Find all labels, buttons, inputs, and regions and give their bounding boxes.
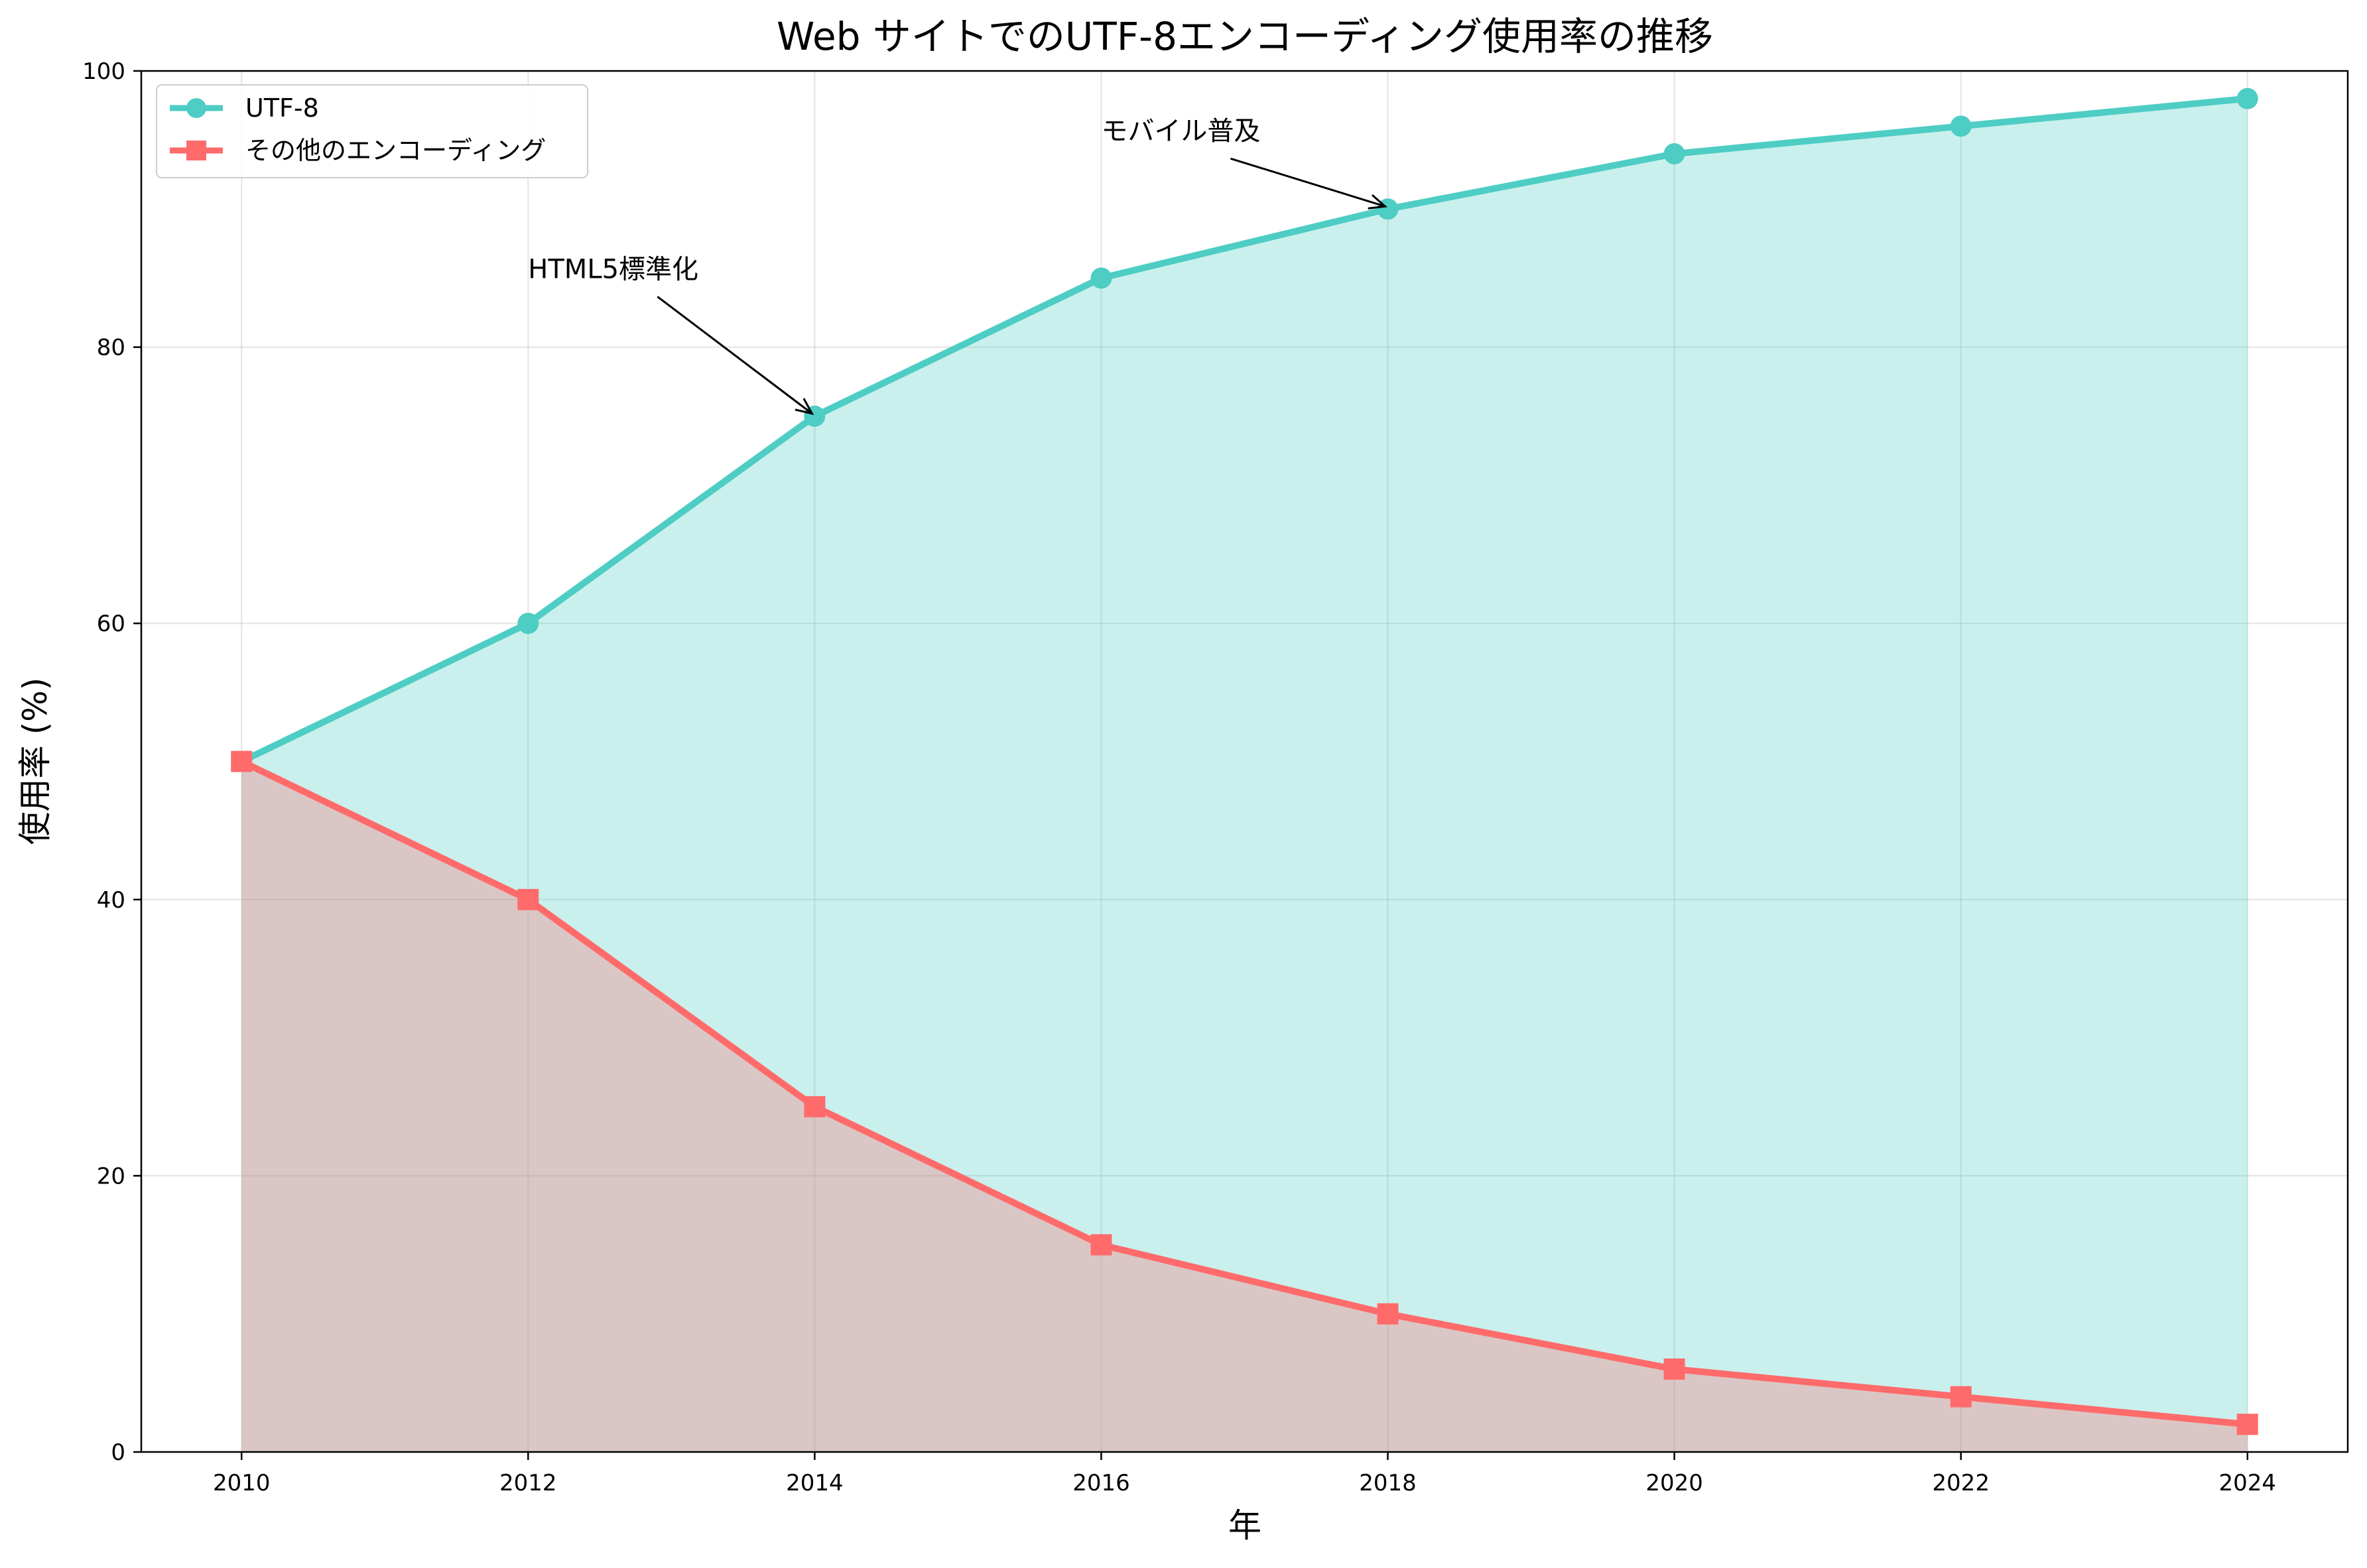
annotation-label: HTML5標準化 bbox=[528, 254, 698, 284]
x-tick-label: 2020 bbox=[1645, 1470, 1703, 1496]
legend-utf8-label: UTF-8 bbox=[245, 93, 319, 123]
area-fills bbox=[241, 98, 2248, 1452]
y-axis-label: 使用率 (%) bbox=[16, 678, 54, 845]
other-line bbox=[238, 758, 2251, 1428]
annotation-arrow-head bbox=[795, 398, 814, 415]
series-lines bbox=[238, 95, 2251, 1428]
x-tick-label: 2022 bbox=[1932, 1470, 1990, 1496]
x-tick-label: 2012 bbox=[499, 1470, 557, 1496]
annotation-arrow-line bbox=[1230, 157, 1385, 208]
annotation-label: モバイル普及 bbox=[1101, 116, 1260, 147]
utf8-line bbox=[238, 95, 2251, 765]
legend-other-label: その他のエンコーディング bbox=[245, 136, 546, 165]
other-point bbox=[517, 888, 539, 910]
other-point bbox=[231, 751, 253, 772]
other-point bbox=[2236, 1414, 2258, 1435]
legend-box bbox=[156, 84, 588, 178]
other-point bbox=[804, 1096, 826, 1118]
other-point bbox=[1377, 1303, 1399, 1325]
y-tick-label: 60 bbox=[97, 611, 125, 637]
other-point bbox=[1663, 1358, 1685, 1380]
utf8-point bbox=[517, 613, 539, 634]
y-tick-label: 0 bbox=[111, 1439, 125, 1466]
legend: UTF-8 その他のエンコーディング bbox=[156, 84, 588, 178]
y-tick-label: 80 bbox=[97, 335, 125, 361]
utf8-point bbox=[1950, 115, 1972, 137]
utf8-area bbox=[241, 98, 2248, 1452]
y-tick-label: 100 bbox=[82, 58, 125, 85]
legend-utf8-marker bbox=[186, 98, 206, 118]
chart-title: Web サイトでのUTF-8エンコーディング使用率の推移 bbox=[777, 14, 1713, 59]
other-point bbox=[1090, 1234, 1112, 1256]
annotation-arrow-head bbox=[1368, 194, 1388, 210]
x-tick-label: 2018 bbox=[1359, 1470, 1417, 1496]
x-axis-label: 年 bbox=[1228, 1506, 1261, 1545]
plot-frame bbox=[140, 70, 2349, 1453]
x-axis: 2010 2012 2014 2016 2018 2020 2022 2024 bbox=[213, 1452, 2276, 1496]
legend-other-marker bbox=[186, 141, 206, 160]
annotation-arrow-line bbox=[657, 296, 813, 414]
x-tick-label: 2010 bbox=[213, 1470, 271, 1496]
utf8-point bbox=[1663, 143, 1685, 164]
x-tick-label: 2014 bbox=[786, 1470, 844, 1496]
other-area bbox=[241, 761, 2248, 1452]
y-axis: 0 20 40 60 80 100 bbox=[82, 58, 141, 1466]
utf8-point bbox=[2236, 88, 2258, 109]
x-tick-label: 2024 bbox=[2219, 1470, 2277, 1496]
annotations: HTML5標準化 モバイル普及 bbox=[528, 116, 1388, 415]
y-tick-label: 20 bbox=[97, 1163, 125, 1189]
y-tick-label: 40 bbox=[97, 887, 125, 914]
utf8-point bbox=[1090, 267, 1112, 289]
x-tick-label: 2016 bbox=[1072, 1470, 1130, 1496]
other-point bbox=[1950, 1386, 1972, 1408]
